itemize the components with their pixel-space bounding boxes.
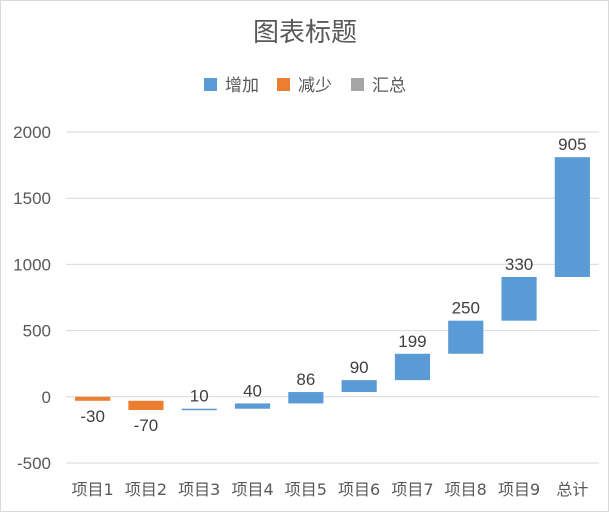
data-label: -30 [80,407,105,426]
legend-item: 减少 [277,76,332,96]
data-label: 330 [505,255,533,274]
legend-item: 汇总 [351,76,406,96]
legend-label: 减少 [298,76,332,96]
data-label: 86 [296,370,315,389]
data-label: 905 [558,135,586,154]
x-tick-label: 项目7 [391,480,433,499]
bar-项目7 [394,353,431,381]
bars [75,157,590,411]
x-tick-label: 项目4 [231,480,273,499]
y-tick-label: 1000 [13,255,51,274]
chart-title: 图表标题 [253,18,357,48]
bar-项目2 [128,400,164,411]
bar-项目4 [234,403,271,409]
y-tick-label: 1500 [13,189,51,208]
x-tick-label: 项目3 [178,480,220,499]
x-tick-label: 项目2 [125,480,167,499]
data-label: 40 [243,381,262,400]
x-tick-label: 项目9 [498,480,540,499]
y-tick-label: -500 [17,454,51,473]
data-labels: -30 -70 10 40 86 90 199 250 330 905 [80,135,586,435]
y-tick-label: 2000 [13,123,51,142]
x-tick-label: 项目1 [72,480,114,499]
x-axis-tick-labels: 项目1 项目2 项目3 项目4 项目5 项目6 项目7 项目8 项目9 总计 [72,480,589,499]
legend-swatch [351,78,364,91]
legend: 增加 减少 汇总 [204,76,406,96]
bar-项目5 [288,392,324,404]
bar-项目3 [181,408,217,411]
x-tick-label: 总计 [556,480,588,499]
gridlines [66,131,599,464]
x-tick-label: 项目8 [445,480,487,499]
data-label: 90 [350,358,369,377]
bar-项目6 [341,380,377,393]
legend-swatch [204,78,217,91]
y-tick-label: 500 [23,322,51,341]
y-tick-label: 0 [42,388,51,407]
data-label: 10 [190,387,209,406]
bar-项目1 [75,396,111,401]
legend-label: 汇总 [372,76,406,96]
legend-label: 增加 [225,76,259,96]
legend-item: 增加 [204,76,259,96]
y-axis-tick-labels: -500 0 500 1000 1500 2000 [13,123,51,473]
bar-总计 [554,157,590,277]
data-label: -70 [134,416,159,435]
bar-项目9 [501,276,537,321]
data-label: 250 [452,299,480,318]
x-tick-label: 项目6 [338,480,380,499]
x-tick-label: 项目5 [285,480,327,499]
bar-项目8 [448,320,484,354]
legend-swatch [277,78,290,91]
data-label: 199 [398,332,426,351]
